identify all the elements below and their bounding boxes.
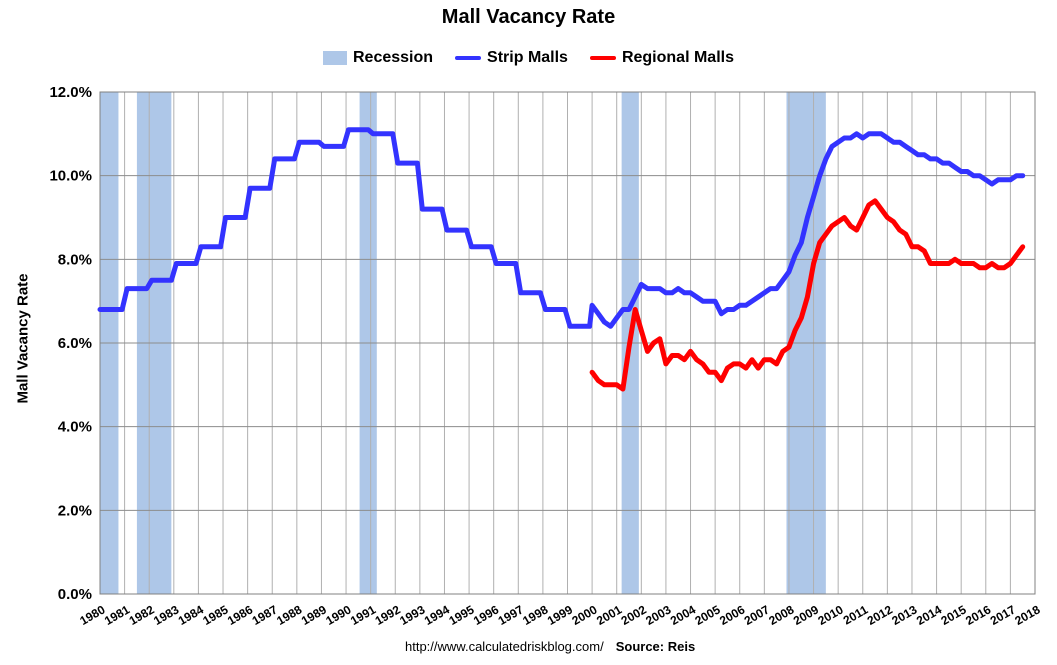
y-tick-label: 10.0% (49, 168, 92, 185)
footer-url: http://www.calculatedriskblog.com/ (405, 639, 604, 654)
chart-title: Mall Vacancy Rate (441, 6, 616, 28)
y-tick-label: 2.0% (58, 502, 92, 519)
footer-source: Source: Reis (615, 639, 696, 654)
legend: Recession Strip Malls Regional Malls (0, 49, 1057, 67)
strip-malls-swatch (455, 56, 482, 60)
regional-malls-line (589, 198, 1026, 392)
legend-item-recession: Recession (323, 49, 433, 67)
strip-malls-line (97, 127, 1026, 329)
x-tick-label: 2018 (1012, 602, 1042, 628)
y-tick-label: 8.0% (58, 251, 92, 268)
y-tick-label: 4.0% (58, 419, 92, 436)
regional-malls-swatch (589, 56, 616, 60)
y-tick-label: 12.0% (49, 84, 92, 101)
legend-label-strip-malls: Strip Malls (487, 49, 568, 66)
recession-swatch (323, 51, 347, 65)
legend-label-recession: Recession (353, 49, 434, 66)
footer: http://www.calculatedriskblog.com/Source… (405, 639, 695, 654)
legend-label-regional-malls: Regional Malls (621, 49, 734, 66)
plot-border (99, 91, 1036, 595)
y-tick-label: 6.0% (58, 335, 92, 352)
y-tick-label: 0.0% (58, 586, 92, 603)
legend-item-strip-malls: Strip Malls (455, 49, 568, 67)
legend-item-regional-malls: Regional Malls (589, 49, 734, 67)
